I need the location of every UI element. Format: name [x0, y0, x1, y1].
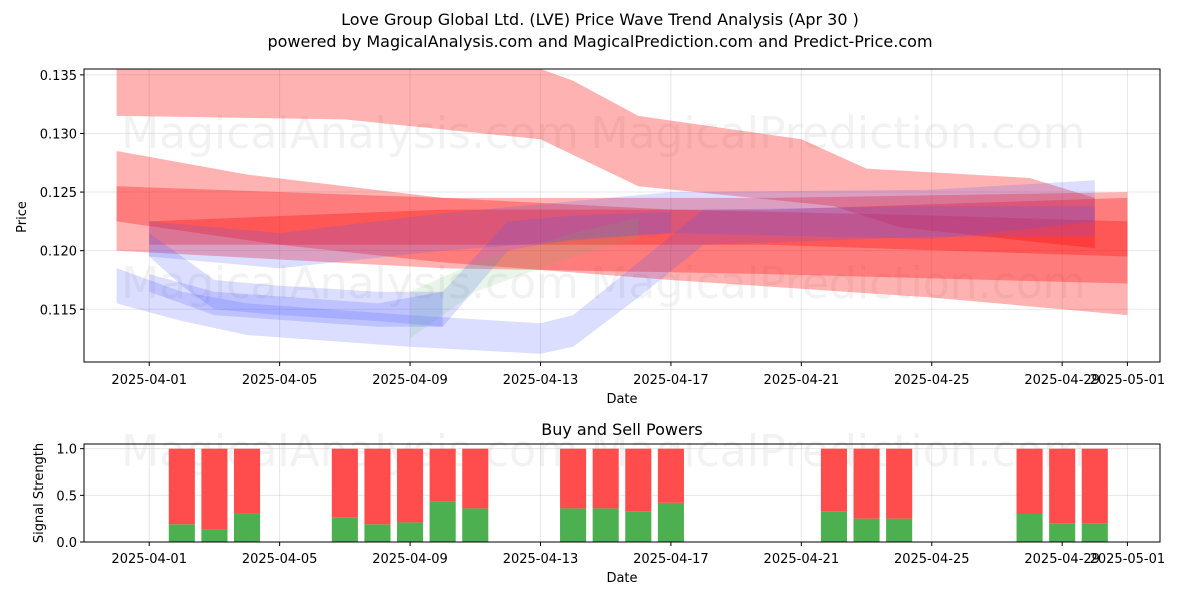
price-wave-plot: MagicalAnalysis.com MagicalPrediction.com…: [40, 68, 1166, 388]
sell-power-bar: [168, 448, 195, 525]
bottom-x-tick-label: 2025-04-29: [1024, 552, 1100, 567]
sell-power-bar: [820, 448, 847, 512]
bottom-y-tick-label: 0.0: [56, 536, 77, 551]
top-x-tick-label: 2025-04-29: [1024, 373, 1100, 388]
bottom-chart-title: Buy and Sell Powers: [541, 420, 703, 439]
top-x-tick-label: 2025-05-01: [1090, 373, 1166, 388]
top-y-tick-label: 0.120: [40, 245, 77, 260]
sell-power-bar: [886, 448, 913, 519]
bottom-plot-frame: [83, 443, 1161, 543]
watermark-text: MagicalAnalysis.com: [121, 258, 579, 309]
buy-power-bar: [429, 501, 456, 542]
top-x-tick-label: 2025-04-09: [372, 373, 448, 388]
top-x-tick-label: 2025-04-21: [764, 373, 840, 388]
sell-power-bar: [560, 448, 587, 509]
buy-power-bar: [657, 502, 684, 542]
price-wave-band-blue: [149, 212, 671, 327]
bottom-x-tick-label: 2025-04-17: [633, 552, 709, 567]
top-plot-frame: [83, 68, 1161, 363]
buy-power-bar: [1081, 523, 1108, 542]
buy-power-bar: [397, 522, 424, 542]
price-wave-band-red: [149, 197, 1128, 257]
top-x-tick-label: 2025-04-05: [242, 373, 318, 388]
bottom-x-tick-label: 2025-04-13: [503, 552, 579, 567]
top-x-tick-label: 2025-04-13: [503, 373, 579, 388]
watermark-text: MagicalPrediction.com: [591, 108, 1086, 159]
sell-power-bar: [1016, 448, 1043, 514]
sell-power-bar: [853, 448, 880, 519]
sell-power-bar: [1081, 448, 1108, 524]
bottom-y-tick-label: 1.0: [56, 443, 77, 458]
sell-power-bar: [201, 448, 228, 530]
sell-power-bar: [331, 448, 358, 518]
sell-power-bar: [462, 448, 489, 509]
buy-power-bar: [592, 508, 619, 542]
top-x-tick-label: 2025-04-17: [633, 373, 709, 388]
sell-power-bar: [364, 448, 391, 525]
bottom-y-axis-label: Signal Strength: [32, 443, 47, 543]
top-y-tick-label: 0.135: [40, 69, 77, 84]
watermark-text: MagicalPrediction.com: [591, 258, 1086, 309]
sell-power-bar: [233, 448, 261, 514]
buy-power-bar: [1049, 523, 1076, 542]
bottom-y-tick-label: 0.5: [56, 489, 77, 504]
buy-sell-powers-plot: MagicalAnalysis.comMagicalPrediction.com…: [56, 426, 1165, 567]
price-wave-band-blue: [116, 206, 1095, 354]
buy-power-bar: [331, 517, 358, 542]
buy-power-bar: [201, 529, 228, 542]
buy-power-bar: [233, 513, 261, 542]
buy-power-bar: [853, 518, 880, 542]
sell-power-bar: [397, 448, 424, 523]
sell-power-bar: [625, 448, 652, 512]
chart-title-line1: Love Group Global Ltd. (LVE) Price Wave …: [341, 10, 859, 29]
chart-title-line2: powered by MagicalAnalysis.com and Magic…: [267, 32, 932, 51]
watermark-text: MagicalAnalysis.com: [121, 108, 579, 159]
price-wave-band-blue: [149, 233, 443, 327]
buy-power-bar: [1016, 514, 1043, 542]
top-y-tick-label: 0.115: [40, 303, 77, 318]
sell-power-bar: [592, 448, 619, 509]
bottom-x-axis-label: Date: [606, 571, 637, 586]
buy-power-bar: [168, 524, 195, 542]
top-x-tick-label: 2025-04-01: [111, 373, 187, 388]
top-y-tick-label: 0.125: [40, 186, 77, 201]
buy-power-bar: [364, 524, 391, 542]
buy-power-bar: [886, 518, 913, 542]
bottom-x-tick-label: 2025-05-01: [1090, 552, 1166, 567]
price-wave-band-blue: [149, 180, 1095, 269]
sell-power-bar: [429, 448, 456, 502]
top-y-tick-label: 0.130: [40, 127, 77, 142]
top-x-axis-label: Date: [606, 392, 637, 407]
top-y-axis-label: Price: [15, 201, 30, 233]
buy-power-bar: [560, 508, 587, 542]
buy-power-bar: [625, 511, 652, 542]
price-wave-band-red: [116, 186, 1128, 284]
bottom-x-tick-label: 2025-04-21: [764, 552, 840, 567]
bottom-x-tick-label: 2025-04-01: [111, 552, 187, 567]
sell-power-bar: [1049, 448, 1076, 524]
buy-power-bar: [462, 508, 489, 542]
price-wave-band-red: [116, 151, 1128, 316]
price-wave-band-green: [410, 217, 639, 339]
bottom-x-tick-label: 2025-04-05: [242, 552, 318, 567]
bottom-x-tick-label: 2025-04-25: [894, 552, 970, 567]
bottom-x-tick-label: 2025-04-09: [372, 552, 448, 567]
price-wave-band-red: [116, 69, 1095, 249]
top-x-tick-label: 2025-04-25: [894, 373, 970, 388]
buy-power-bar: [820, 511, 847, 542]
sell-power-bar: [657, 448, 684, 503]
